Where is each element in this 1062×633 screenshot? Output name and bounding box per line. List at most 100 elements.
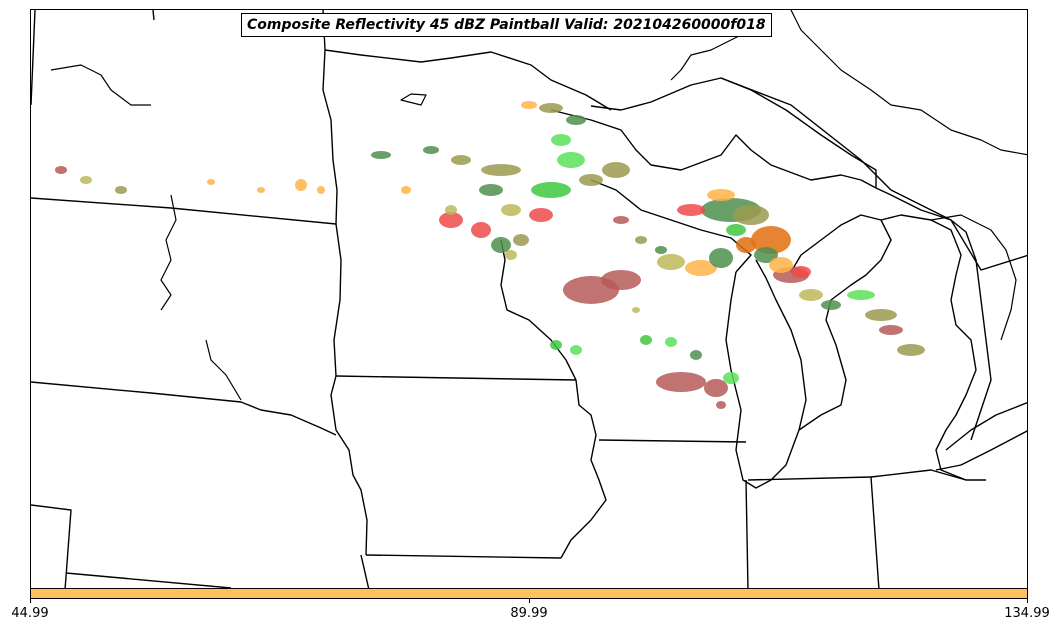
reflectivity-blob bbox=[539, 103, 563, 113]
reflectivity-blob bbox=[505, 250, 517, 260]
border-ia-north bbox=[335, 375, 577, 381]
border-in-oh bbox=[870, 476, 880, 588]
reflectivity-blob bbox=[751, 226, 791, 254]
reflectivity-blob bbox=[897, 344, 925, 356]
river-james bbox=[205, 339, 242, 401]
border-quebec bbox=[890, 189, 1027, 271]
reflectivity-blob bbox=[799, 289, 823, 301]
reflectivity-blob bbox=[704, 379, 728, 397]
border-ne-canada bbox=[720, 77, 892, 191]
colorbar bbox=[30, 588, 1028, 599]
border-lower bbox=[65, 572, 232, 588]
colorbar-tick-mark-2 bbox=[1027, 599, 1028, 603]
reflectivity-blob bbox=[529, 208, 553, 222]
reflectivity-blob bbox=[55, 166, 67, 174]
shoreline-ont bbox=[670, 29, 752, 81]
map-canvas bbox=[31, 10, 1027, 588]
georgian-bay bbox=[930, 214, 1017, 341]
reflectivity-blob bbox=[445, 205, 457, 215]
border-mn-wi bbox=[500, 239, 577, 381]
reflectivity-blob bbox=[677, 204, 705, 216]
reflectivity-blob bbox=[736, 237, 756, 253]
reflectivity-blob bbox=[769, 257, 793, 273]
lake-erie-s bbox=[935, 430, 1027, 471]
border-nd-sd bbox=[31, 197, 337, 225]
border-mn-north bbox=[324, 49, 612, 111]
reflectivity-blob bbox=[451, 155, 471, 165]
reflectivity-blob bbox=[257, 187, 265, 193]
reflectivity-blob bbox=[481, 164, 521, 176]
reflectivity-blob bbox=[423, 146, 439, 154]
reflectivity-blob bbox=[371, 151, 391, 159]
reflectivity-blob bbox=[207, 179, 215, 185]
map-title: Composite Reflectivity 45 dBZ Paintball … bbox=[241, 13, 772, 37]
border-mo-ia-2 bbox=[360, 554, 370, 588]
reflectivity-blob bbox=[602, 162, 630, 178]
reflectivity-blob bbox=[566, 115, 586, 125]
border-canada-top bbox=[152, 10, 155, 21]
reflectivity-blob bbox=[439, 212, 463, 228]
lower-michigan bbox=[790, 214, 892, 431]
river-missouri-nd bbox=[160, 194, 177, 311]
reflectivity-blob bbox=[601, 270, 641, 290]
border-mn-west bbox=[322, 10, 342, 377]
border-oh-north bbox=[870, 469, 967, 481]
border-ontario bbox=[875, 187, 992, 441]
reflectivity-blob bbox=[716, 401, 726, 409]
reflectivity-blob bbox=[570, 345, 582, 355]
reflectivity-blob bbox=[656, 372, 706, 392]
border-in-north bbox=[747, 476, 872, 481]
reflectivity-blob bbox=[847, 290, 875, 300]
reflectivity-blob bbox=[640, 335, 652, 345]
state-borders bbox=[31, 10, 1027, 588]
reflectivity-blob bbox=[754, 247, 778, 263]
reflectivity-blob bbox=[317, 186, 325, 194]
reflectivity-blob bbox=[513, 234, 529, 246]
reflectivity-blob bbox=[709, 248, 733, 268]
reflectivity-blob bbox=[579, 174, 603, 186]
lake-nipigon bbox=[400, 93, 427, 106]
reflectivity-blob bbox=[821, 300, 841, 310]
border-ia-south bbox=[365, 554, 562, 559]
reflectivity-blob bbox=[655, 246, 667, 254]
reflectivity-blob bbox=[501, 204, 521, 216]
colorbar-tick-label-0: 44.99 bbox=[11, 606, 49, 621]
reflectivity-blob bbox=[531, 182, 571, 198]
colorbar-tick-label-2: 134.99 bbox=[1004, 606, 1050, 621]
colorbar-tick-mark-1 bbox=[529, 599, 530, 603]
reflectivity-paintball bbox=[55, 101, 925, 409]
reflectivity-blob bbox=[613, 216, 629, 224]
reflectivity-blob bbox=[295, 179, 307, 191]
reflectivity-blob bbox=[635, 236, 647, 244]
reflectivity-blob bbox=[479, 184, 503, 196]
reflectivity-blob bbox=[685, 260, 717, 276]
border-sd-ne bbox=[31, 381, 337, 436]
reflectivity-blob bbox=[733, 205, 769, 225]
shoreline-north bbox=[50, 64, 151, 106]
reflectivity-blob bbox=[550, 340, 562, 350]
reflectivity-blob bbox=[865, 309, 897, 321]
reflectivity-blob bbox=[690, 350, 702, 360]
reflectivity-blob bbox=[665, 337, 677, 347]
reflectivity-blob bbox=[551, 134, 571, 146]
lake-superior bbox=[550, 77, 877, 189]
reflectivity-blob bbox=[632, 307, 640, 313]
border-ia-west bbox=[330, 375, 368, 556]
reflectivity-blob bbox=[401, 186, 411, 194]
shoreline-ont2 bbox=[790, 10, 1027, 156]
border-wi-il bbox=[598, 439, 747, 443]
reflectivity-blob bbox=[723, 372, 739, 384]
lake-erie bbox=[945, 402, 1027, 451]
reflectivity-blob bbox=[521, 101, 537, 109]
reflectivity-blob bbox=[471, 222, 491, 238]
colorbar-tick-label-1: 89.99 bbox=[510, 606, 548, 621]
reflectivity-blob bbox=[726, 224, 746, 236]
reflectivity-blob bbox=[791, 266, 811, 278]
reflectivity-blob bbox=[80, 176, 92, 184]
reflectivity-blob bbox=[115, 186, 127, 194]
reflectivity-blob bbox=[879, 325, 903, 335]
colorbar-tick-mark-0 bbox=[30, 599, 31, 603]
reflectivity-blob bbox=[707, 189, 735, 201]
reflectivity-blob bbox=[657, 254, 685, 270]
map-panel bbox=[30, 9, 1028, 589]
